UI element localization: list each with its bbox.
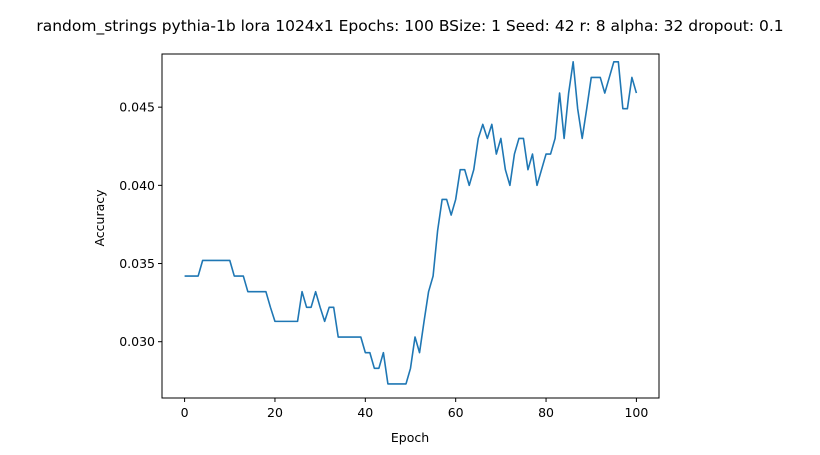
series-line [184, 61, 638, 385]
y-axis: 0.030 0.035 0.040 0.045 [119, 100, 162, 349]
plot-area [161, 53, 660, 399]
plot-frame [161, 53, 660, 399]
y-tick-label: 0.030 [119, 334, 155, 349]
y-tick-label: 0.035 [119, 256, 155, 271]
x-axis-label: Epoch [391, 430, 429, 445]
x-tick-label: 0 [181, 405, 189, 420]
x-tick-label: 60 [448, 405, 464, 420]
x-axis: 0 20 40 60 80 100 [181, 398, 648, 420]
y-axis-label: Accuracy [92, 189, 107, 247]
x-tick-label: 40 [357, 405, 373, 420]
x-tick-label: 20 [267, 405, 283, 420]
chart-title: random_strings pythia-1b lora 1024x1 Epo… [36, 17, 783, 36]
y-tick-label: 0.045 [119, 100, 155, 115]
x-tick-label: 100 [624, 405, 648, 420]
x-tick-label: 80 [538, 405, 554, 420]
y-tick-label: 0.040 [119, 178, 155, 193]
